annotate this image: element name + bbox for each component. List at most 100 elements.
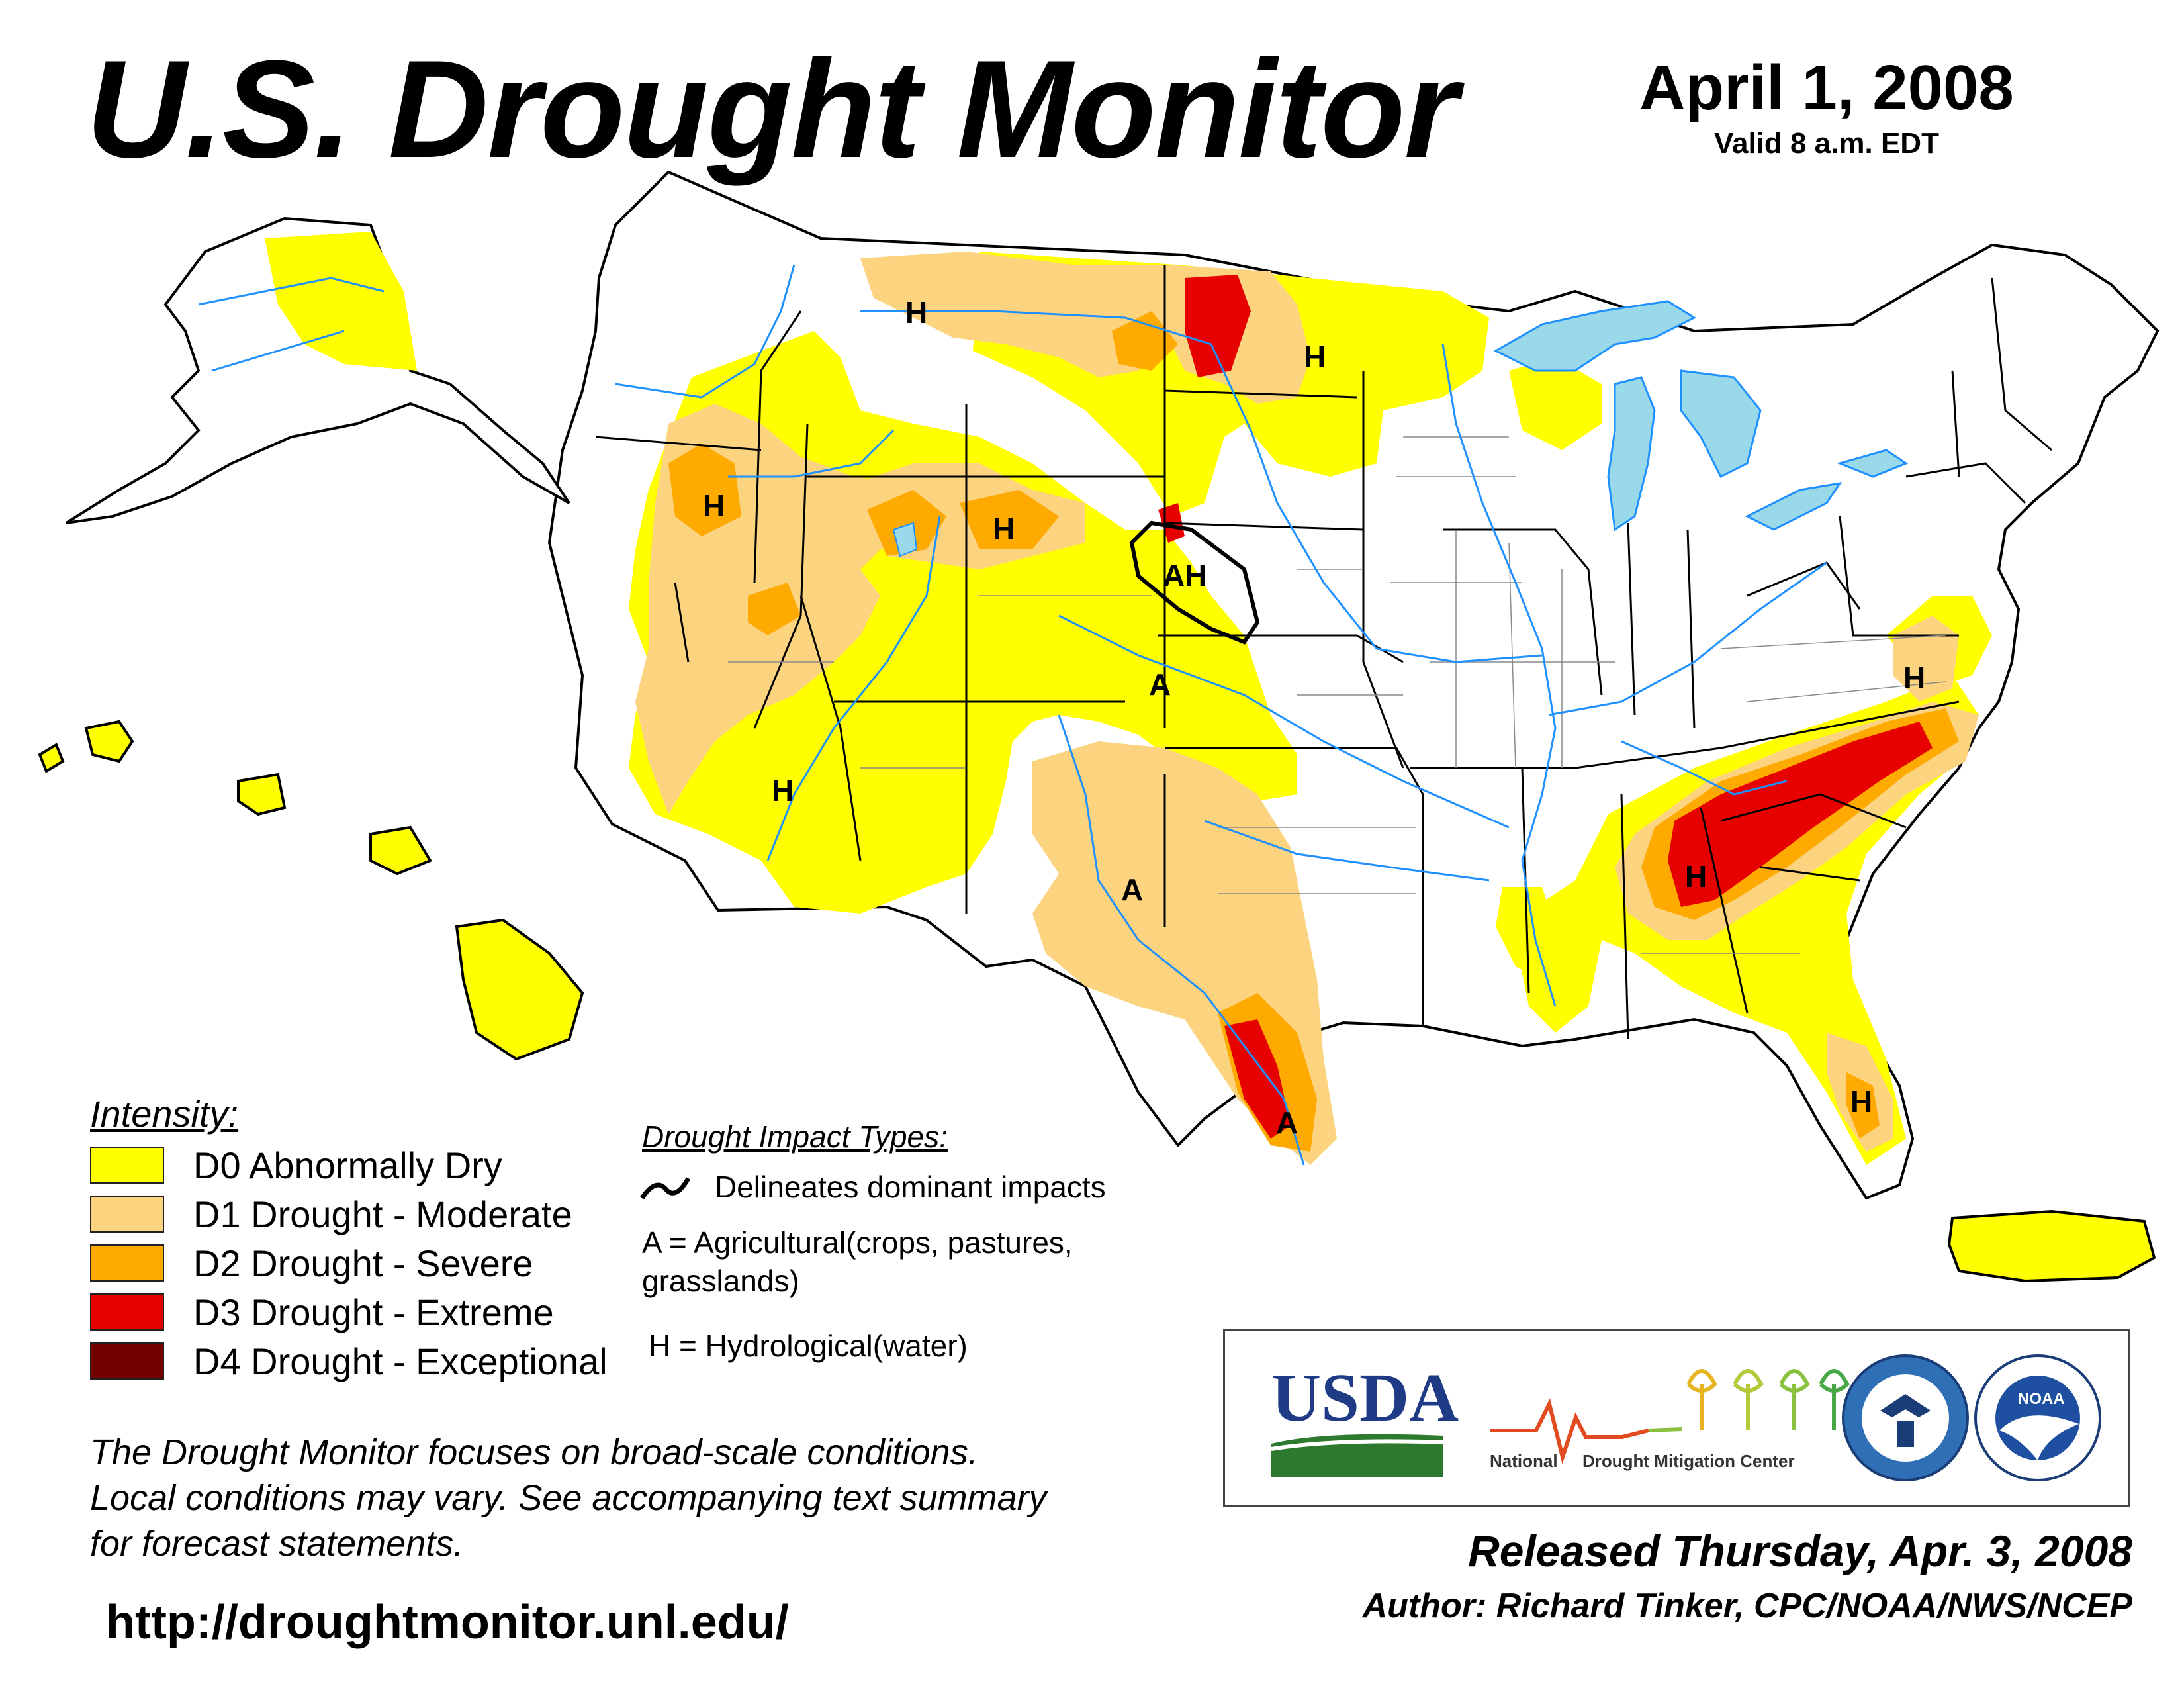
ndmc-text-2: Drought Mitigation Center: [1582, 1451, 1795, 1471]
hawaii-kauai: [38, 743, 65, 773]
legend-swatch-d2: [90, 1244, 164, 1282]
impact-agricultural-text-2: grasslands): [642, 1264, 799, 1298]
legend-label-d3: D3 Drought - Extreme: [193, 1291, 554, 1333]
impact-types-title: Drought Impact Types:: [642, 1119, 948, 1154]
impact-label-a: A: [1121, 872, 1143, 907]
hawaii-maui: [369, 825, 432, 876]
colorado-river: [766, 516, 941, 861]
hawaii-big-island: [455, 918, 584, 1061]
legend-item-d1: D1 Drought - Moderate: [90, 1193, 572, 1235]
ndmc-pulse-line-2: [1648, 1427, 1682, 1432]
hawaii: [38, 720, 584, 1061]
logos-svg: USDA National Drought Mitigation Center: [1271, 1354, 2101, 1481]
legend-swatch-d3: [90, 1293, 164, 1331]
impact-boundary-nebraska: [1129, 520, 1260, 645]
mississippi-river: [1441, 344, 1557, 1007]
d2-area-wyoming: [960, 490, 1059, 549]
ndmc-pulse-line: [1490, 1398, 1649, 1464]
impact-labels: H H H H AH A H H H A A H: [703, 295, 1925, 1140]
impact-delineates-text: Delineates dominant impacts: [715, 1170, 1106, 1204]
impact-label-h: H: [703, 489, 725, 523]
arkansas-river: [1058, 614, 1510, 829]
legend-label-d4: D4 Drought - Exceptional: [193, 1340, 608, 1382]
disclaimer-line: for forecast statements.: [90, 1524, 464, 1564]
puerto-rico: [1947, 1209, 2156, 1283]
eagle-icon: [1880, 1394, 1931, 1447]
d0-area-wisconsin: [1509, 357, 1602, 450]
impact-label-a: A: [1149, 667, 1171, 702]
noaa-gull-icon: [1999, 1415, 2079, 1460]
d3-area-texas: [1224, 1019, 1291, 1139]
legend-label-d1: D1 Drought - Moderate: [193, 1193, 572, 1235]
rio-grande: [1058, 714, 1305, 1166]
impact-label-h: H: [1304, 340, 1326, 374]
noaa-logo: NOAA: [1974, 1354, 2101, 1481]
disclaimer: The Drought Monitor focuses on broad-sca…: [90, 1430, 1215, 1567]
impact-label-a: A: [1276, 1105, 1298, 1140]
impact-label-h: H: [993, 512, 1015, 546]
lake-michigan: [1607, 376, 1656, 532]
great-lakes: [892, 300, 1909, 557]
county-boundaries: [728, 436, 1946, 954]
impact-line-symbol: [640, 1177, 691, 1199]
rivers: [615, 264, 1827, 1166]
legend-item-d2: D2 Drought - Severe: [90, 1243, 533, 1284]
alaska-outline: [65, 216, 570, 524]
released-date: Released Thursday, Apr. 3, 2008: [1468, 1526, 2132, 1575]
impact-label-h: H: [772, 773, 794, 808]
usda-logo: USDA: [1271, 1360, 1459, 1477]
map-title: U.S. Drought Monitor: [86, 31, 1458, 187]
state-boundaries: [595, 265, 2052, 1040]
legend-swatch-d4: [90, 1342, 164, 1380]
legend-title: Intensity:: [90, 1093, 239, 1135]
d2-area-montana: [1112, 311, 1178, 371]
snake-river: [728, 429, 895, 478]
d2-area-nevada: [748, 583, 801, 635]
ndmc-text-1: National: [1490, 1451, 1558, 1471]
red-river: [1204, 820, 1490, 882]
impact-label-h: H: [1903, 661, 1925, 695]
d1-area-montana: [860, 252, 1171, 377]
legend-item-d0: D0 Abnormally Dry: [90, 1144, 502, 1186]
legend-label-d0: D0 Abnormally Dry: [193, 1144, 502, 1186]
hawaii-oahu: [84, 720, 134, 763]
doc-seal: [1842, 1354, 1969, 1481]
website-link[interactable]: http://droughtmonitor.unl.edu/: [106, 1596, 789, 1649]
impact-label-h: H: [905, 295, 927, 330]
author-credit: Author: Richard Tinker, CPC/NOAA/NWS/NCE…: [1362, 1587, 2132, 1625]
disclaimer-line: The Drought Monitor focuses on broad-sca…: [90, 1432, 978, 1472]
impact-label-h: H: [1685, 859, 1707, 894]
partner-logos: USDA National Drought Mitigation Center: [1223, 1329, 2130, 1507]
alaska-d0-area: [265, 232, 417, 371]
contiguous-us: [547, 170, 2160, 1200]
legend-item-d3: D3 Drought - Extreme: [90, 1291, 554, 1333]
d2-area-utah: [867, 490, 946, 556]
ndmc-trees: [1686, 1369, 1850, 1430]
impact-label-ah: AH: [1163, 558, 1206, 592]
alaska-rivers: [198, 277, 385, 372]
lake-ontario: [1837, 449, 1909, 478]
missouri-river: [860, 310, 1543, 663]
disclaimer-line: Local conditions may vary. See accompany…: [90, 1478, 1047, 1518]
columbia-river: [615, 264, 796, 399]
lake-huron: [1680, 369, 1762, 479]
ohio-river: [1548, 561, 1827, 716]
map-date: April 1, 2008: [1639, 52, 2014, 123]
d2-area-florida: [1846, 1072, 1880, 1139]
legend-swatch-d1: [90, 1196, 164, 1233]
valid-time: Valid 8 a.m. EDT: [1714, 127, 1939, 160]
tennessee-river: [1621, 740, 1788, 796]
legend-item-d4: D4 Drought - Exceptional: [90, 1340, 608, 1382]
impact-label-h: H: [1850, 1084, 1872, 1119]
legend-swatch-d0: [90, 1147, 164, 1184]
impact-agricultural-text: A = Agricultural(crops, pastures,: [642, 1225, 1073, 1260]
impact-hydrological-text: H = Hydrological(water): [649, 1329, 968, 1363]
great-salt-lake: [892, 522, 918, 557]
d2-area-oregon: [668, 444, 741, 536]
d3-area-north-dakota: [1185, 275, 1251, 377]
usda-wordmark: USDA: [1271, 1360, 1459, 1436]
usda-field-stripe: [1271, 1439, 1444, 1451]
alaska: [65, 216, 570, 524]
ndmc-logo: National Drought Mitigation Center: [1490, 1369, 1850, 1471]
